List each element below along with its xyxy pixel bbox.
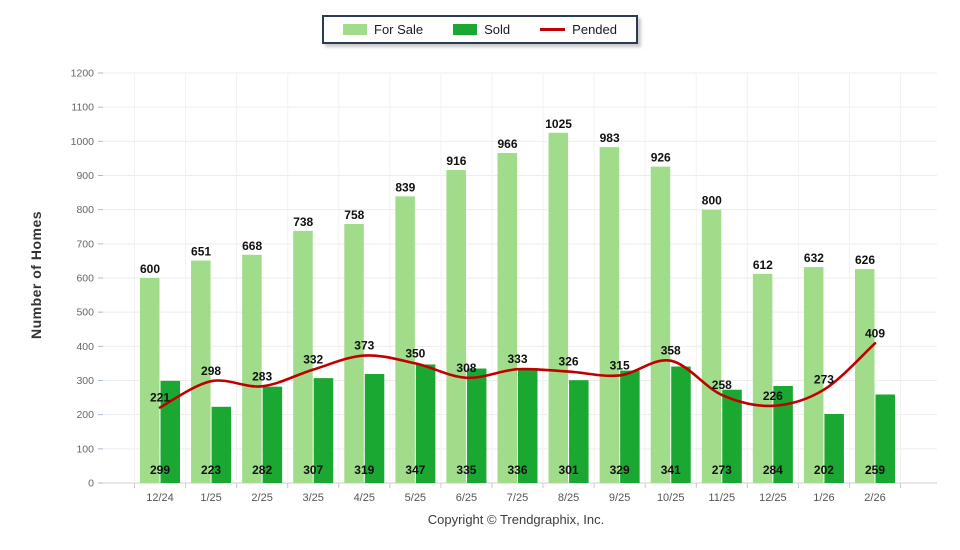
svg-text:1/25: 1/25 <box>200 492 221 504</box>
svg-text:301: 301 <box>559 463 579 477</box>
svg-text:332: 332 <box>303 353 323 367</box>
legend-label-pended: Pended <box>572 22 617 37</box>
svg-text:273: 273 <box>712 463 732 477</box>
svg-text:258: 258 <box>712 378 732 392</box>
svg-text:200: 200 <box>76 409 94 421</box>
svg-text:738: 738 <box>293 215 313 229</box>
svg-text:347: 347 <box>405 463 425 477</box>
svg-text:326: 326 <box>559 355 579 369</box>
legend-item-for-sale: For Sale <box>343 22 423 37</box>
svg-text:7/25: 7/25 <box>507 492 528 504</box>
svg-text:298: 298 <box>201 364 221 378</box>
svg-text:926: 926 <box>651 151 671 165</box>
svg-text:626: 626 <box>855 253 875 267</box>
legend-item-sold: Sold <box>453 22 510 37</box>
svg-text:11/25: 11/25 <box>708 492 735 504</box>
svg-text:299: 299 <box>150 463 170 477</box>
svg-text:100: 100 <box>76 443 94 455</box>
svg-text:9/25: 9/25 <box>609 492 630 504</box>
svg-text:350: 350 <box>405 346 425 360</box>
svg-text:6/25: 6/25 <box>456 492 477 504</box>
svg-text:1025: 1025 <box>545 117 572 131</box>
svg-text:315: 315 <box>610 358 630 372</box>
legend-label-sold: Sold <box>484 22 511 37</box>
svg-text:307: 307 <box>303 463 323 477</box>
svg-text:1200: 1200 <box>71 68 95 80</box>
svg-text:700: 700 <box>76 238 94 250</box>
svg-text:341: 341 <box>661 463 681 477</box>
copyright-text: Copyright © Trendgraphix, Inc. <box>427 512 605 527</box>
svg-text:839: 839 <box>395 180 415 194</box>
for-sale-swatch-icon <box>343 24 367 35</box>
svg-text:283: 283 <box>252 369 272 383</box>
svg-text:2/25: 2/25 <box>251 492 272 504</box>
svg-text:333: 333 <box>507 352 527 366</box>
svg-text:202: 202 <box>814 463 834 477</box>
svg-text:1000: 1000 <box>71 136 95 148</box>
svg-text:632: 632 <box>804 251 824 265</box>
svg-text:0: 0 <box>88 478 94 490</box>
svg-text:1/26: 1/26 <box>813 492 834 504</box>
svg-text:282: 282 <box>252 463 272 477</box>
pended-line-swatch-icon <box>540 28 566 31</box>
svg-text:12/25: 12/25 <box>759 492 787 504</box>
svg-text:373: 373 <box>354 339 374 353</box>
svg-text:319: 319 <box>354 463 374 477</box>
svg-text:336: 336 <box>507 463 527 477</box>
svg-text:800: 800 <box>702 194 722 208</box>
svg-text:8/25: 8/25 <box>558 492 579 504</box>
legend: For Sale Sold Pended <box>322 15 638 44</box>
svg-text:223: 223 <box>201 463 221 477</box>
y-axis-title: Number of Homes <box>28 210 44 340</box>
svg-text:358: 358 <box>661 344 681 358</box>
svg-text:800: 800 <box>76 204 94 216</box>
sold-swatch-icon <box>453 24 478 35</box>
svg-text:221: 221 <box>150 390 170 404</box>
svg-text:758: 758 <box>344 208 364 222</box>
svg-text:1100: 1100 <box>71 102 94 114</box>
svg-text:10/25: 10/25 <box>657 492 685 504</box>
svg-text:900: 900 <box>76 170 94 182</box>
svg-text:284: 284 <box>763 463 783 477</box>
svg-text:409: 409 <box>865 326 885 340</box>
svg-text:600: 600 <box>140 262 160 276</box>
svg-text:916: 916 <box>446 154 466 168</box>
svg-text:4/25: 4/25 <box>354 492 375 504</box>
svg-text:3/25: 3/25 <box>303 492 324 504</box>
svg-text:983: 983 <box>600 131 620 145</box>
svg-text:329: 329 <box>610 463 630 477</box>
svg-text:259: 259 <box>865 463 885 477</box>
svg-text:12/24: 12/24 <box>146 492 174 504</box>
legend-label-for-sale: For Sale <box>374 22 424 37</box>
svg-text:966: 966 <box>497 137 517 151</box>
svg-text:335: 335 <box>456 463 476 477</box>
svg-text:600: 600 <box>76 273 94 285</box>
svg-text:400: 400 <box>76 341 94 353</box>
svg-text:651: 651 <box>191 245 211 259</box>
svg-text:612: 612 <box>753 258 773 272</box>
svg-text:308: 308 <box>456 361 476 375</box>
svg-text:300: 300 <box>76 375 94 387</box>
svg-text:668: 668 <box>242 239 262 253</box>
svg-text:2/26: 2/26 <box>864 492 885 504</box>
svg-text:500: 500 <box>76 307 94 319</box>
svg-text:273: 273 <box>814 373 834 387</box>
svg-text:5/25: 5/25 <box>405 492 426 504</box>
svg-text:226: 226 <box>763 389 783 403</box>
legend-item-pended: Pended <box>540 22 617 37</box>
